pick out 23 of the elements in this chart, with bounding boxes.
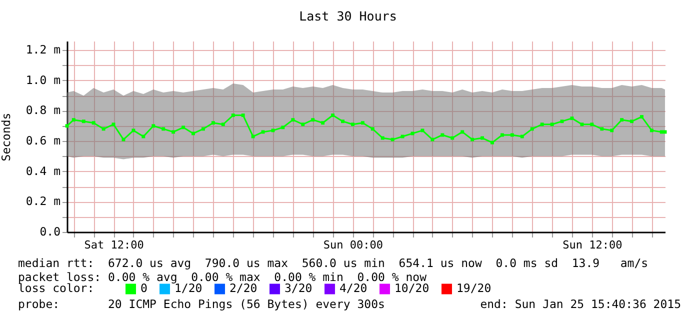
y-tick-label: 0.0 [40,224,61,238]
y-tick-label: 0.2 m [26,194,61,208]
text: end: Sun Jan 25 15:40:36 2015 [480,297,681,311]
text: probe: 20 ICMP Echo Pings (56 Bytes) every 300s [18,297,385,311]
y-tick-label: 1.2 m [26,42,61,57]
y-tick-label: 0.8 m [26,103,61,118]
chart-title: Last 30 Hours [299,8,397,24]
y-tick-label: 0.4 m [26,164,61,178]
x-tick-label: Sun 12:00 [562,238,622,252]
y-tick-label: 0.6 m [26,134,61,148]
text: median rtt: 672.0 us avg 790.0 us max 560.0 us min 654.1 us now 0.0 ms sd 13.9 am/s [18,256,648,270]
legend-label: 2/20 [230,281,258,296]
y-tick-label: 1.0 m [26,72,61,87]
y-axis-title: Seconds [0,112,13,162]
legend-label: 1/20 [174,281,202,296]
x-tick-label: Sat 12:00 [84,238,144,252]
legend-label: 0 [140,281,148,296]
legend-label: 10/20 [394,281,430,296]
x-tick-label: Sun 00:00 [323,238,384,252]
legend-label: 3/20 [284,281,312,296]
legend-label: 19/20 [456,281,492,296]
legend-label: 4/20 [340,281,368,296]
text: packet loss: 0.00 % avg 0.00 % max 0.00 % min 0.00 % now [18,270,426,284]
